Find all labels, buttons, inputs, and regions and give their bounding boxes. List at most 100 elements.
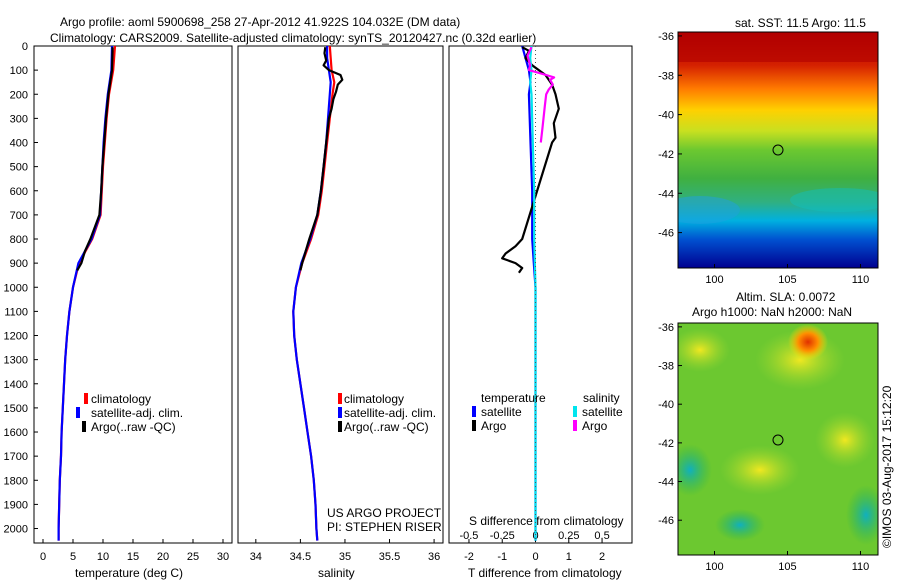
depth-tick-label: 1100 (4, 306, 28, 318)
sla-low-patch (846, 485, 878, 545)
series-line-salinity-argo (526, 46, 556, 143)
sla-argo-marker (772, 434, 784, 446)
map-y-tick-label: -40 (658, 399, 674, 411)
legend-swatch-satellite (338, 407, 342, 418)
sst-argo-marker (772, 144, 784, 156)
series-line-argo-raw-qc- (299, 47, 344, 271)
sla-map-subtitle: Argo h1000: NaN h2000: NaN (692, 305, 852, 319)
sla-high-patch (678, 328, 730, 372)
map-x-tick-label: 100 (705, 274, 723, 286)
salinity-legend: climatology satellite-adj. clim. Argo(..… (338, 392, 436, 434)
sst-x-ticks: 100 105 110 (705, 264, 869, 286)
s-diff-tick-label: -0.25 (490, 530, 515, 542)
legend-label-s-argo: Argo (582, 419, 608, 433)
x-tick-label: 20 (157, 551, 169, 563)
map-y-tick-label: -46 (658, 228, 674, 240)
pi-annotation: PI: STEPHEN RISER (327, 520, 442, 534)
x-tick-label: 35.5 (379, 551, 400, 563)
legend-label-argo: Argo(..raw -QC) (344, 420, 429, 434)
imos-footer: ©IMOS 03-Aug-2017 15:12:20 (880, 385, 894, 548)
legend-group-salinity: salinity (583, 391, 620, 405)
sla-map: Altim. SLA: 0.0072 Argo h1000: NaN h2000… (658, 290, 879, 573)
sst-cold-patch (678, 196, 740, 224)
sst-map: sat. SST: 11.5 Argo: 11.5 -36 -38 -40 -42 -4… (658, 16, 879, 286)
series-line-argo-raw-qc- (76, 47, 114, 271)
legend-label-s-satellite: satellite (582, 405, 623, 419)
legend-swatch-t-satellite (472, 406, 476, 417)
temperature-x-ticks: 0 5 10 15 20 25 30 (40, 539, 229, 563)
depth-tick-label: 100 (10, 65, 28, 77)
legend-label-t-argo: Argo (481, 419, 507, 433)
x-tick-label: -1 (497, 551, 507, 563)
x-tick-label: 15 (127, 551, 139, 563)
legend-swatch-climatology (84, 393, 88, 404)
sla-low-patch (678, 444, 712, 496)
sla-map-title: Altim. SLA: 0.0072 (736, 290, 836, 304)
temperature-legend: climatology satellite-adj. clim. Argo(..… (76, 392, 183, 434)
depth-tick-label: 1800 (4, 475, 28, 487)
legend-swatch-climatology (338, 393, 342, 404)
depth-tick-label: 500 (10, 162, 28, 174)
legend-swatch-satellite (76, 407, 80, 418)
depth-tick-label: 900 (10, 258, 28, 270)
sla-x-ticks: 100 105 110 (705, 551, 869, 573)
x-tick-label: 34.5 (290, 551, 311, 563)
map-y-tick-label: -42 (658, 149, 674, 161)
sla-high-patch (720, 445, 800, 495)
depth-tick-label: 1700 (4, 451, 28, 463)
s-difference-x-label: S difference from climatology (469, 514, 624, 528)
depth-tick-label: 400 (10, 138, 28, 150)
map-y-tick-label: -36 (658, 31, 674, 43)
x-tick-label: 2 (599, 551, 605, 563)
depth-tick-label: 200 (10, 89, 28, 101)
depth-tick-label: 1900 (4, 499, 28, 511)
sla-low-patch (715, 509, 765, 541)
difference-series (501, 45, 560, 543)
depth-tick-label: 800 (10, 234, 28, 246)
depth-tick-label: 600 (10, 186, 28, 198)
map-y-tick-label: -36 (658, 322, 674, 334)
legend-swatch-s-satellite (573, 406, 577, 417)
salinity-x-ticks: 34 34.5 35 35.5 36 (250, 539, 440, 563)
x-tick-label: 0 (40, 551, 46, 563)
legend-swatch-s-argo (573, 420, 577, 431)
legend-group-temperature: temperature (481, 391, 546, 405)
map-y-tick-label: -38 (658, 361, 674, 373)
map-x-tick-label: 105 (778, 561, 796, 573)
temperature-series (57, 45, 117, 541)
series-line-salinity-satellite (529, 45, 537, 541)
legend-label-climatology: climatology (91, 392, 151, 406)
temperature-x-label: temperature (deg C) (75, 566, 183, 580)
x-tick-label: 30 (217, 551, 229, 563)
depth-axis: 0 100 200 300 400 500 600 700 800 900 1000 1100 1200… (4, 41, 38, 536)
salinity-series (292, 45, 344, 541)
sla-peak-patch (788, 324, 828, 360)
depth-tick-label: 1200 (4, 331, 28, 343)
s-diff-tick-label: 0.25 (558, 530, 579, 542)
figure-title-line2: Climatology: CARS2009. Satellite-adjuste… (50, 31, 536, 45)
map-y-tick-label: -40 (658, 110, 674, 122)
x-tick-label: 36 (428, 551, 440, 563)
map-y-tick-label: -46 (658, 515, 674, 527)
depth-tick-label: 1500 (4, 403, 28, 415)
legend-label-climatology: climatology (344, 392, 404, 406)
project-annotation: US ARGO PROJECT (327, 506, 442, 520)
s-diff-tick-label: -0.5 (459, 530, 478, 542)
sst-warm-band (678, 32, 878, 62)
depth-tick-label: 0 (22, 41, 28, 53)
legend-label-satellite: satellite-adj. clim. (344, 406, 436, 420)
map-y-tick-label: -44 (658, 477, 674, 489)
series-line-satellite-adj-clim- (292, 46, 332, 541)
map-x-tick-label: 110 (852, 274, 870, 286)
sst-field (678, 32, 878, 268)
sst-map-title: sat. SST: 11.5 Argo: 11.5 (735, 16, 866, 30)
salinity-panel (237, 45, 444, 544)
difference-legend: temperature satellite Argo salinity sate… (472, 391, 623, 433)
depth-tick-label: 700 (10, 210, 28, 222)
x-tick-label: 25 (187, 551, 199, 563)
x-tick-label: 1 (566, 551, 572, 563)
s-diff-tick-label: 0.5 (594, 530, 609, 542)
map-y-tick-label: -44 (658, 188, 674, 200)
difference-panel (448, 45, 633, 544)
